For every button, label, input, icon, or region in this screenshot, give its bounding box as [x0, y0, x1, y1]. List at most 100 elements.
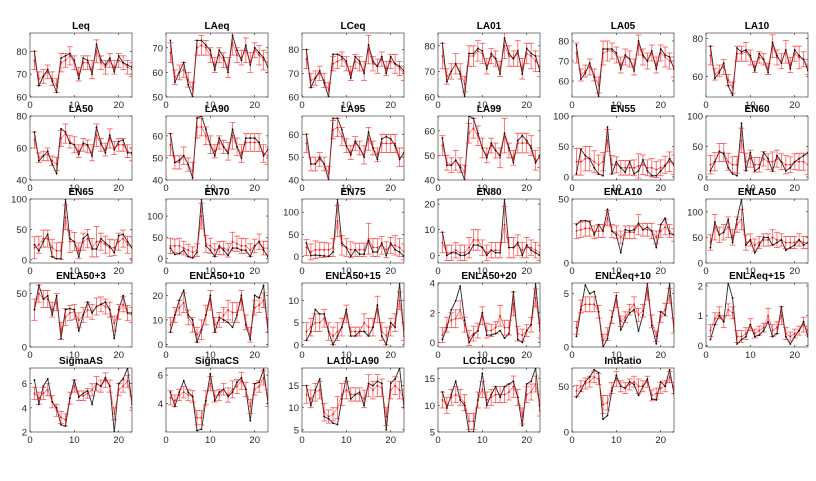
observed-point — [231, 326, 234, 329]
y-tick-label: 0 — [430, 251, 435, 262]
predicted-point — [100, 240, 102, 243]
observed-point — [169, 39, 172, 42]
x-tick-label: 0 — [299, 183, 304, 194]
predicted-point — [236, 242, 238, 245]
observed-point — [95, 382, 98, 385]
predicted-point — [131, 68, 132, 71]
observed-point — [642, 158, 644, 161]
observed-point — [385, 428, 388, 431]
predicted-point — [122, 303, 125, 306]
observed-point — [655, 174, 658, 177]
predicted-point — [398, 246, 401, 249]
observed-point — [336, 199, 339, 200]
observed-point — [354, 140, 357, 143]
predicted-point — [218, 247, 221, 249]
observed-point — [637, 222, 640, 225]
subplot-enlaeq-10: ENLAeq+10 0 10 20 0 5 — [564, 271, 675, 361]
observed-point — [95, 305, 98, 308]
observed-point — [668, 368, 671, 371]
predicted-point — [624, 316, 627, 319]
observed-point — [525, 244, 528, 246]
predicted-point — [521, 249, 524, 252]
observed-point — [372, 251, 374, 253]
observed-point — [327, 179, 330, 180]
observed-point — [354, 55, 357, 58]
observed-point — [305, 339, 308, 342]
predicted-point — [367, 137, 370, 140]
predicted-point — [633, 380, 635, 383]
observed-point — [389, 137, 392, 140]
observed-point — [776, 332, 778, 335]
observed-point — [341, 397, 343, 400]
predicted-point — [341, 244, 343, 247]
predicted-point — [231, 41, 234, 44]
x-tick-label: 10 — [341, 100, 352, 111]
observed-point — [191, 395, 194, 398]
x-tick-label: 10 — [205, 350, 216, 361]
predicted-point — [668, 60, 671, 62]
observed-point — [525, 329, 528, 332]
observed-point — [332, 53, 334, 56]
predicted-point — [46, 298, 49, 300]
observed-point — [762, 329, 765, 332]
predicted-point — [37, 292, 40, 295]
predicted-point — [385, 248, 388, 251]
x-tick-label: 20 — [789, 100, 800, 111]
observed-point — [650, 174, 653, 177]
x-tick-label: 0 — [435, 100, 440, 111]
observed-point — [485, 67, 488, 70]
observed-point — [213, 399, 216, 402]
x-tick-label: 0 — [27, 100, 32, 111]
observed-point — [372, 326, 374, 329]
predicted-point — [490, 329, 493, 332]
observed-point — [209, 143, 212, 146]
observed-point — [615, 294, 618, 297]
predicted-point — [593, 160, 596, 163]
predicted-point — [793, 52, 796, 55]
x-tick-label: 0 — [435, 350, 440, 361]
observed-point — [588, 292, 591, 295]
predicted-point — [345, 389, 348, 391]
observed-point — [323, 255, 326, 257]
x-tick-label: 0 — [163, 183, 168, 194]
predicted-point — [42, 392, 45, 395]
observed-point — [503, 337, 506, 339]
y-tick-label: 100 — [687, 207, 703, 218]
observed-point — [593, 166, 596, 169]
predicted-point — [575, 326, 578, 329]
observed-point — [602, 230, 604, 232]
predicted-point — [588, 66, 591, 68]
predicted-point — [178, 306, 181, 309]
observed-point — [579, 148, 582, 151]
observed-point — [244, 388, 247, 391]
x-tick-label: 10 — [611, 350, 622, 361]
observed-point — [69, 307, 71, 310]
observed-point — [403, 151, 404, 154]
observed-point — [376, 304, 379, 306]
observed-point — [659, 48, 662, 50]
observed-point — [240, 157, 243, 159]
predicted-point — [341, 135, 343, 138]
observed-point — [91, 311, 93, 314]
observed-point — [122, 233, 125, 236]
predicted-point — [376, 246, 379, 249]
observed-point — [664, 54, 667, 56]
observed-point — [450, 164, 453, 167]
x-tick-label: 10 — [341, 350, 352, 361]
predicted-point — [187, 316, 190, 319]
predicted-point — [363, 321, 365, 324]
observed-point — [798, 329, 801, 332]
observed-point — [784, 335, 787, 338]
observed-point — [624, 228, 627, 231]
observed-point — [64, 131, 67, 133]
predicted-point — [267, 396, 268, 399]
predicted-point — [758, 329, 761, 332]
subplot-en70: EN70 0 10 20 0 50 100 — [147, 187, 269, 277]
observed-point — [776, 241, 778, 244]
predicted-point — [178, 161, 181, 164]
observed-point — [113, 148, 116, 151]
observed-point — [731, 173, 734, 175]
predicted-point — [363, 248, 365, 251]
subplot-lc10-lc90: LC10-LC90 0 10 20 5 10 15 — [424, 356, 541, 446]
